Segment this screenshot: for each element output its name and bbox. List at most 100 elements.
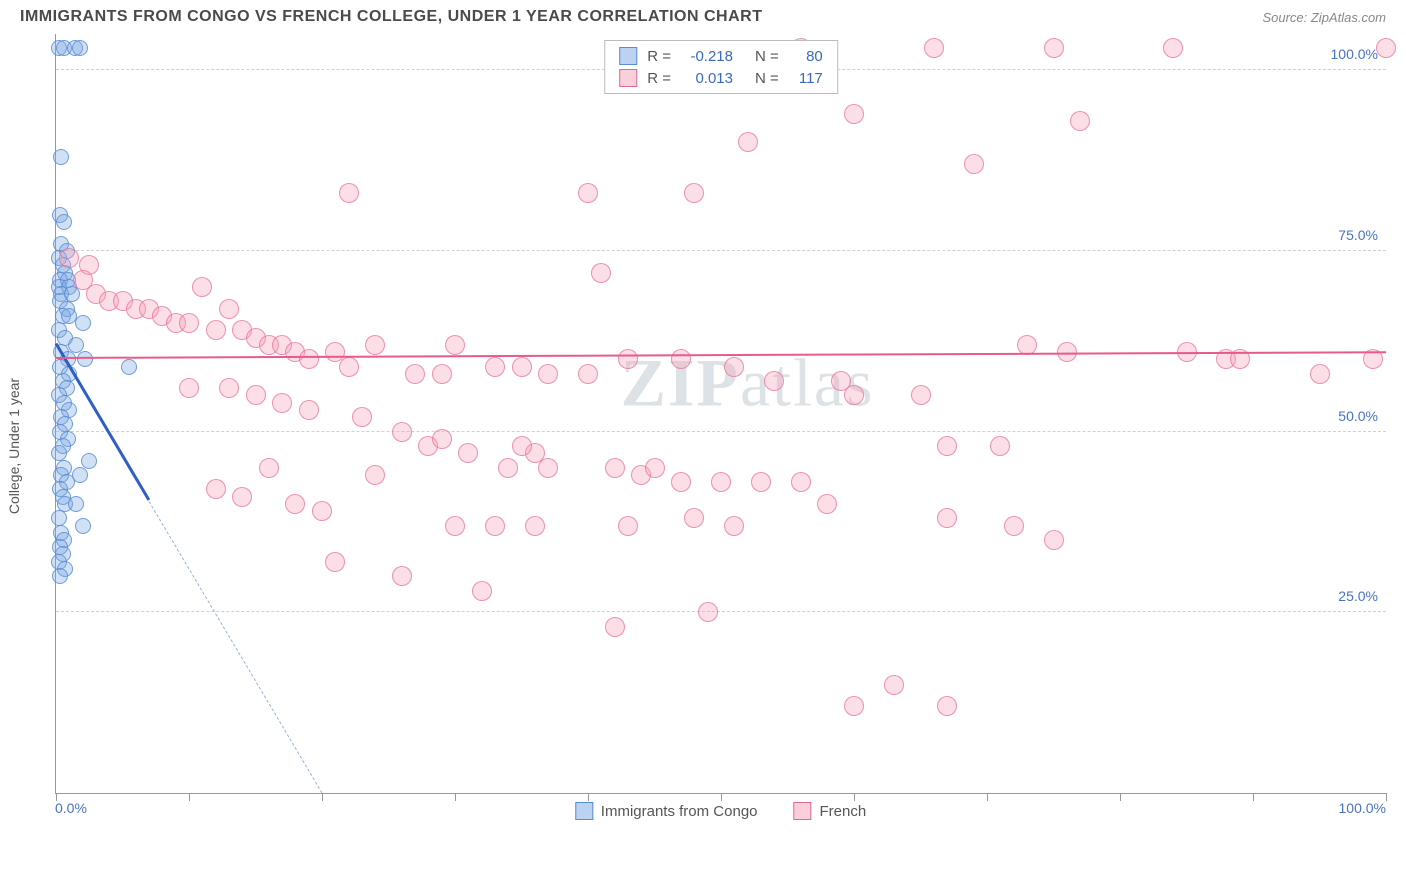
- swatch-icon: [794, 802, 812, 820]
- y-axis-title: College, Under 1 year: [6, 378, 22, 514]
- data-point: [1044, 530, 1064, 550]
- x-tick: [588, 793, 589, 801]
- data-point: [259, 458, 279, 478]
- stat-n-label: N =: [755, 70, 779, 87]
- data-point: [512, 436, 532, 456]
- stat-r-label: R =: [647, 70, 671, 87]
- data-point: [924, 38, 944, 58]
- data-point: [884, 675, 904, 695]
- data-point: [1376, 38, 1396, 58]
- data-point: [445, 516, 465, 536]
- data-point: [764, 371, 784, 391]
- data-point: [219, 378, 239, 398]
- trend-line: [149, 501, 323, 793]
- data-point: [990, 436, 1010, 456]
- data-point: [299, 349, 319, 369]
- data-point: [75, 315, 91, 331]
- data-point: [791, 472, 811, 492]
- data-point: [272, 393, 292, 413]
- x-tick: [1386, 793, 1387, 801]
- x-tick: [322, 793, 323, 801]
- data-point: [179, 378, 199, 398]
- data-point: [1044, 38, 1064, 58]
- data-point: [77, 351, 93, 367]
- data-point: [964, 154, 984, 174]
- data-point: [512, 357, 532, 377]
- data-point: [352, 407, 372, 427]
- data-point: [485, 516, 505, 536]
- data-point: [698, 602, 718, 622]
- data-point: [578, 183, 598, 203]
- stat-r-value: 0.013: [681, 70, 733, 87]
- legend: Immigrants from CongoFrench: [575, 802, 866, 820]
- data-point: [844, 104, 864, 124]
- data-point: [1310, 364, 1330, 384]
- data-point: [299, 400, 319, 420]
- data-point: [51, 510, 67, 526]
- data-point: [937, 696, 957, 716]
- data-point: [339, 183, 359, 203]
- data-point: [472, 581, 492, 601]
- data-point: [578, 364, 598, 384]
- data-point: [817, 494, 837, 514]
- data-point: [246, 385, 266, 405]
- data-point: [219, 299, 239, 319]
- data-point: [538, 458, 558, 478]
- data-point: [525, 516, 545, 536]
- data-point: [53, 149, 69, 165]
- chart-area: ZIPatlas 25.0%50.0%75.0%100.0%R =-0.218N…: [55, 34, 1386, 834]
- x-tick: [189, 793, 190, 801]
- data-point: [1070, 111, 1090, 131]
- stats-row: R =-0.218N =80: [605, 45, 837, 67]
- data-point: [485, 357, 505, 377]
- y-tick-label: 25.0%: [1338, 588, 1378, 604]
- x-tick: [987, 793, 988, 801]
- data-point: [81, 453, 97, 469]
- data-point: [684, 508, 704, 528]
- x-tick: [1120, 793, 1121, 801]
- data-point: [538, 364, 558, 384]
- data-point: [192, 277, 212, 297]
- data-point: [738, 132, 758, 152]
- data-point: [75, 518, 91, 534]
- stat-n-value: 117: [789, 70, 823, 87]
- data-point: [937, 508, 957, 528]
- data-point: [392, 566, 412, 586]
- data-point: [911, 385, 931, 405]
- data-point: [432, 364, 452, 384]
- stats-row: R = 0.013 N = 117: [605, 67, 837, 89]
- gridline: [56, 250, 1386, 251]
- data-point: [724, 357, 744, 377]
- data-point: [618, 516, 638, 536]
- x-tick: [721, 793, 722, 801]
- y-tick-label: 50.0%: [1338, 408, 1378, 424]
- data-point: [121, 359, 137, 375]
- gridline: [56, 611, 1386, 612]
- stat-n-value: 80: [789, 48, 823, 65]
- data-point: [844, 385, 864, 405]
- data-point: [605, 458, 625, 478]
- data-point: [72, 40, 88, 56]
- data-point: [1163, 38, 1183, 58]
- data-point: [56, 214, 72, 230]
- data-point: [711, 472, 731, 492]
- data-point: [671, 472, 691, 492]
- data-point: [432, 429, 452, 449]
- data-point: [498, 458, 518, 478]
- data-point: [405, 364, 425, 384]
- data-point: [937, 436, 957, 456]
- data-point: [671, 349, 691, 369]
- stat-r-label: R =: [647, 48, 671, 65]
- source-label: Source: ZipAtlas.com: [1262, 10, 1386, 25]
- data-point: [605, 617, 625, 637]
- data-point: [206, 320, 226, 340]
- swatch-icon: [619, 69, 637, 87]
- data-point: [68, 337, 84, 353]
- data-point: [445, 335, 465, 355]
- legend-item: Immigrants from Congo: [575, 802, 758, 820]
- legend-label: Immigrants from Congo: [601, 803, 758, 820]
- data-point: [618, 349, 638, 369]
- x-tick: [854, 793, 855, 801]
- y-tick-label: 100.0%: [1331, 46, 1378, 62]
- stats-box: R =-0.218N =80R =0.013N =117: [604, 40, 838, 94]
